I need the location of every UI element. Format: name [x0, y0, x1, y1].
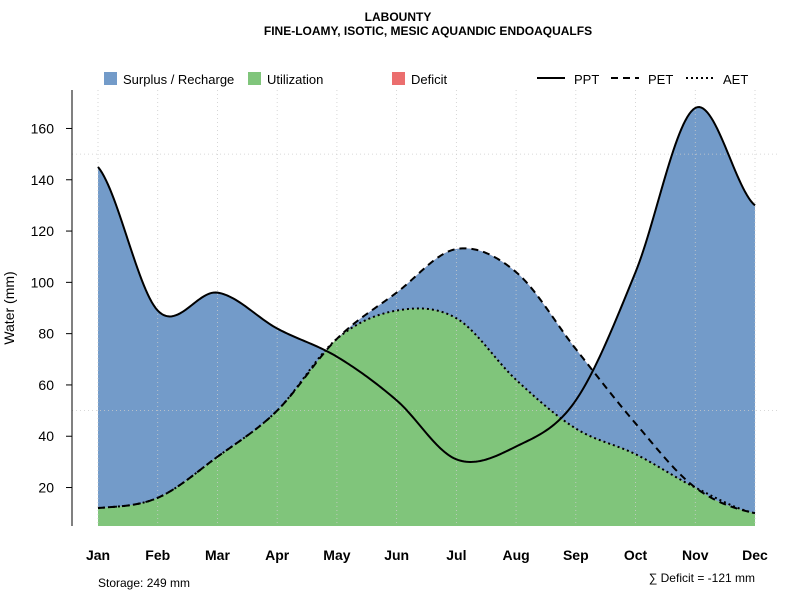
x-ticks: Jan Feb Mar Apr May Jun Jul Aug Sep Oct Nov Dec [86, 547, 768, 563]
y-tick-label-140: 140 [31, 172, 55, 188]
y-tick-label-20: 20 [38, 480, 54, 496]
y-tick-label-120: 120 [31, 223, 55, 239]
legend-label-ppt: PPT [574, 72, 599, 87]
x-tick-label-feb: Feb [145, 547, 170, 563]
legend-swatch-surplus-recharge [104, 72, 117, 85]
y-ticks: 20 40 60 80 100 120 140 160 [31, 120, 72, 496]
x-tick-label-apr: Apr [265, 547, 290, 563]
x-tick-label-jun: Jun [384, 547, 409, 563]
x-tick-label-may: May [323, 547, 350, 563]
x-tick-label-mar: Mar [205, 547, 230, 563]
legend-label-utilization: Utilization [267, 72, 323, 87]
deficit-annotation: ∑ Deficit = -121 mm [649, 571, 755, 585]
x-tick-label-jan: Jan [86, 547, 110, 563]
legend-swatch-deficit [392, 72, 405, 85]
y-tick-label-100: 100 [31, 274, 55, 290]
grid [72, 90, 780, 526]
x-tick-label-oct: Oct [624, 547, 648, 563]
y-tick-label-80: 80 [38, 326, 54, 342]
legend-label-deficit: Deficit [411, 72, 448, 87]
x-tick-label-sep: Sep [563, 547, 589, 563]
aet-line [97, 307, 756, 515]
legend-swatch-utilization [248, 72, 261, 85]
ppt-line [97, 106, 756, 463]
x-tick-label-jul: Jul [446, 547, 466, 563]
legend-label-aet: AET [723, 72, 748, 87]
surplus-area [98, 107, 755, 514]
chart-title: LABOUNTY [365, 10, 432, 24]
x-tick-label-aug: Aug [502, 547, 529, 563]
storage-annotation: Storage: 249 mm [98, 576, 190, 590]
y-tick-label-40: 40 [38, 428, 54, 444]
y-tick-label-60: 60 [38, 377, 54, 393]
utilization-area [98, 308, 755, 526]
y-axis-label: Water (mm) [1, 271, 17, 344]
legend-label-pet: PET [648, 72, 673, 87]
legend-label-surplus-recharge: Surplus / Recharge [123, 72, 234, 87]
y-tick-label-160: 160 [31, 120, 55, 136]
x-tick-label-dec: Dec [742, 547, 768, 563]
area-fills [98, 107, 755, 526]
legend: Surplus / Recharge Utilization Deficit PPT P… [104, 72, 748, 87]
chart-subtitle: FINE-LOAMY, ISOTIC, MESIC AQUANDIC ENDOA… [264, 24, 592, 38]
x-tick-label-nov: Nov [682, 547, 709, 563]
series-lines [97, 106, 756, 515]
